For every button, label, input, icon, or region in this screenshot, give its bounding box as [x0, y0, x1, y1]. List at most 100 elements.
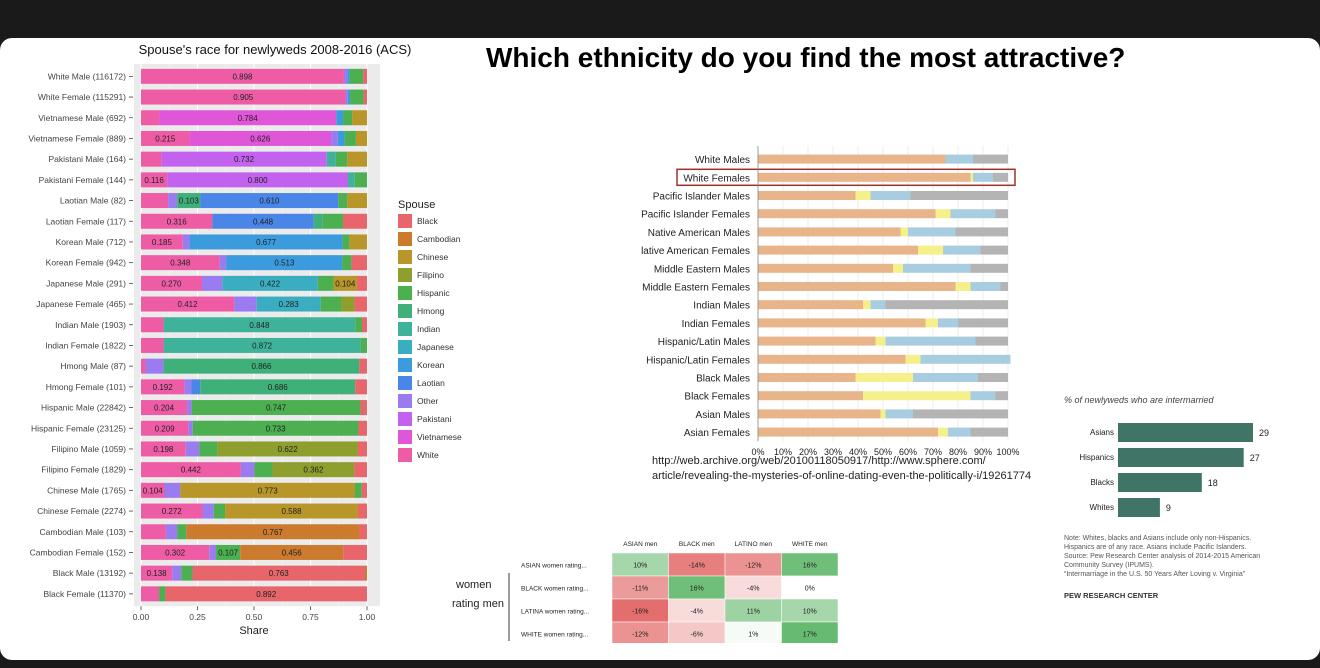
bar-segment — [333, 275, 358, 291]
legend-swatch — [398, 376, 412, 390]
bar-segment — [903, 263, 971, 273]
bar-segment — [938, 318, 958, 328]
segment-label: 0.138 — [147, 569, 168, 578]
rating-heatmap: ASIAN men BLACK men LATINO men WHITE men ASI… — [508, 541, 839, 643]
segment-label: 0.348 — [170, 259, 191, 268]
row-label: Indian Males — [693, 301, 750, 312]
column-header: BLACK men — [679, 541, 715, 548]
bar-segment — [938, 427, 948, 437]
row-label: Japanese Male (291) — [46, 278, 126, 288]
bar-segment — [167, 172, 349, 188]
bar-segment — [935, 209, 951, 219]
bar-segment — [338, 193, 348, 209]
bar-segment — [975, 336, 1008, 346]
bar-segment — [336, 110, 344, 126]
source-url-line: article/revealing-the-mysteries-of-onlin… — [652, 470, 1032, 482]
bar-segment — [191, 379, 201, 395]
bar-segment — [141, 565, 173, 581]
segment-label: 0.185 — [152, 238, 173, 247]
bar-segment — [189, 130, 332, 146]
highlight-box — [676, 168, 1016, 187]
bar-segment — [364, 565, 367, 581]
bar-segment — [145, 358, 164, 374]
column-header: ASIAN men — [623, 541, 657, 548]
bar-segment — [181, 565, 193, 581]
category-label: Whites — [1090, 503, 1114, 512]
bar-segment — [347, 68, 350, 84]
bar-segment — [141, 296, 235, 312]
bar-segment — [970, 391, 996, 401]
bar-segment — [863, 391, 971, 401]
bar-segment — [885, 409, 913, 419]
row-label: Indian Females — [682, 319, 750, 330]
cell-label: -12% — [632, 632, 648, 639]
bar-segment — [758, 245, 918, 255]
bar-segment — [342, 255, 352, 271]
bar-segment — [359, 524, 367, 540]
segment-label: 0.892 — [256, 590, 277, 599]
row-label: Native American Males — [648, 228, 750, 239]
bar-segment — [141, 544, 210, 560]
bar-segment — [212, 213, 314, 229]
bar-segment — [347, 193, 367, 209]
legend-swatch — [398, 430, 412, 444]
segment-label: 0.733 — [266, 424, 287, 433]
cell-label: 1% — [748, 632, 758, 639]
row-label: Vietnamese Female (889) — [28, 133, 126, 143]
x-tick-label: 0.50 — [246, 612, 263, 622]
segment-label: 0.103 — [179, 197, 200, 206]
bar-segment — [345, 89, 348, 105]
bar-segment — [343, 213, 367, 229]
bar-segment — [202, 503, 214, 519]
x-tick-label: 100% — [996, 447, 1019, 457]
row-label: Asian Females — [684, 428, 750, 439]
segment-label: 0.104 — [335, 279, 356, 288]
legend-swatch — [398, 250, 412, 264]
bar-segment — [141, 337, 164, 353]
x-axis-label: Share — [239, 625, 268, 637]
bar-segment — [141, 68, 344, 84]
cell-label: 16% — [690, 586, 704, 593]
segment-label: 0.215 — [155, 134, 176, 143]
row-label: Hispanic Female (23125) — [31, 423, 126, 433]
row-label: Laotian Female (117) — [46, 216, 126, 226]
x-tick-label: 0% — [751, 447, 764, 457]
bar-segment — [913, 409, 1008, 419]
row-label: Black Females — [684, 392, 750, 403]
legend-label: Vietnamese — [417, 432, 462, 442]
bar-segment — [758, 427, 938, 437]
row-header: BLACK women rating... — [521, 586, 589, 593]
bar-segment — [900, 227, 908, 237]
bar-segment — [326, 151, 336, 167]
row-label: Hmong Male (87) — [60, 361, 126, 371]
legend-swatch — [398, 394, 412, 408]
legend-label: Other — [417, 396, 438, 406]
cell-label: 17% — [803, 632, 817, 639]
cell-label: -14% — [689, 563, 705, 570]
bar-segment — [758, 318, 926, 328]
bar-segment — [184, 379, 192, 395]
heatmap-side-label: women rating men — [452, 576, 504, 614]
segment-label: 0.763 — [269, 569, 290, 578]
legend-label: Black — [417, 216, 439, 226]
bar-segment — [341, 296, 355, 312]
bar-segment — [141, 172, 168, 188]
legend-swatch — [398, 340, 412, 354]
bar-segment — [993, 172, 1008, 182]
bar-segment — [758, 282, 956, 291]
segment-label: 0.588 — [282, 507, 303, 516]
bar-segment — [359, 358, 367, 374]
bar-segment — [920, 354, 1011, 364]
intermarried-chart: % of newlyweds who are intermarried Asian… — [1064, 395, 1269, 517]
row-header: WHITE women rating... — [521, 632, 588, 639]
bar-segment — [347, 151, 367, 167]
bar-segment — [758, 354, 906, 364]
bar-segment — [361, 482, 367, 498]
legend-label: Hmong — [417, 306, 445, 316]
bar-segment — [885, 336, 976, 346]
segment-label: 0.412 — [178, 300, 199, 309]
cell-label: 0% — [805, 586, 815, 593]
x-tick-label: 10% — [774, 447, 792, 457]
bar-segment — [141, 358, 146, 374]
bar-segment — [870, 191, 911, 200]
